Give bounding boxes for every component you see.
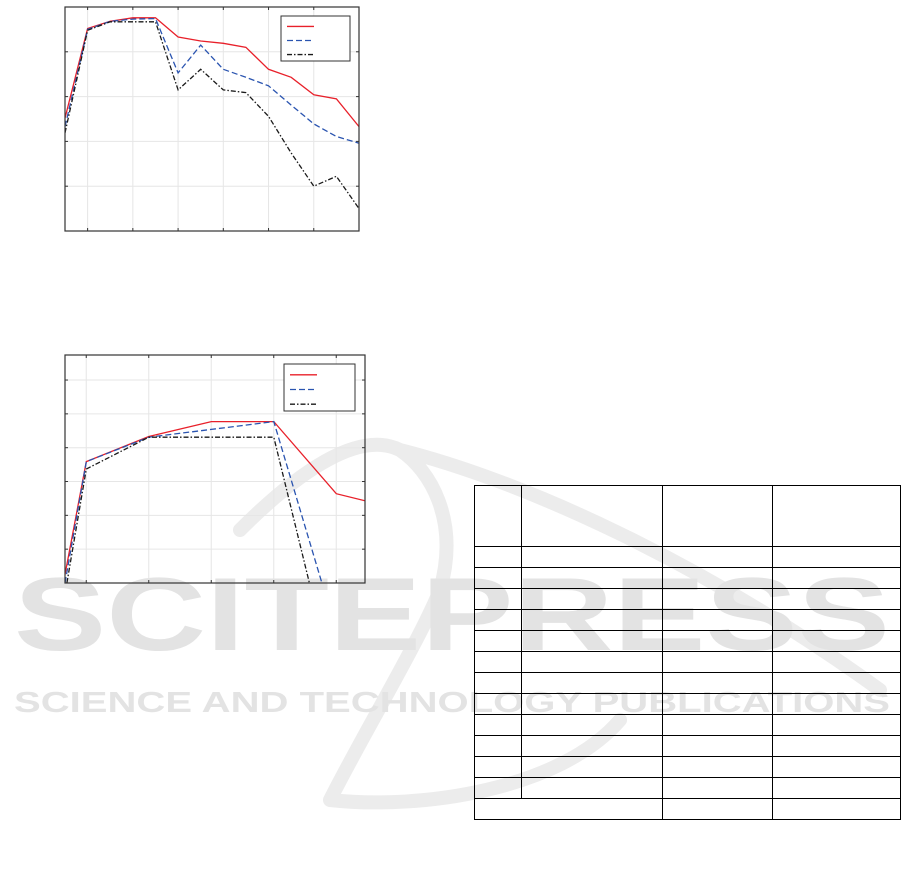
table-row	[474, 567, 901, 589]
table-cell	[474, 609, 522, 631]
table-cell	[662, 672, 773, 694]
series-line-2	[65, 420, 323, 583]
table-cell	[662, 546, 773, 568]
table-cell	[772, 651, 901, 673]
table-cell	[521, 714, 663, 736]
table-cell	[474, 651, 522, 673]
plot-frame	[64, 6, 360, 232]
table-cell	[521, 777, 663, 799]
table-cell	[474, 714, 522, 736]
table-cell	[772, 693, 901, 715]
table-cell	[662, 651, 773, 673]
table-cell	[772, 798, 901, 820]
watermark-swoosh	[233, 437, 887, 810]
table-row	[474, 630, 901, 652]
data-table	[474, 485, 901, 820]
legend-box	[283, 363, 356, 412]
series-line-3	[66, 436, 311, 583]
table-cell	[662, 756, 773, 778]
table-row	[474, 546, 901, 568]
table-cell	[662, 485, 773, 547]
table-row	[474, 735, 901, 757]
table-cell	[662, 798, 773, 820]
table-row	[474, 588, 901, 610]
table-cell	[474, 546, 522, 568]
table-cell	[521, 567, 663, 589]
table-cell	[772, 672, 901, 694]
table-cell	[474, 798, 663, 820]
series-line-2	[65, 17, 359, 144]
series-line-1	[65, 420, 365, 575]
table-cell	[474, 630, 522, 652]
table-cell	[662, 777, 773, 799]
table-cell	[474, 485, 522, 547]
table-cell	[521, 485, 663, 547]
table-cell	[474, 567, 522, 589]
table-cell	[474, 588, 522, 610]
table-row	[474, 756, 901, 778]
table-cell	[662, 630, 773, 652]
table-cell	[662, 714, 773, 736]
table-cell	[662, 567, 773, 589]
table-cell	[521, 756, 663, 778]
legend-box	[280, 15, 351, 62]
table-cell	[521, 609, 663, 631]
table-cell	[521, 630, 663, 652]
table-cell	[772, 756, 901, 778]
table-cell	[772, 485, 901, 547]
table-header-row	[474, 485, 901, 547]
table-cell	[474, 735, 522, 757]
table-row	[474, 609, 901, 631]
table-cell	[772, 630, 901, 652]
table-row	[474, 714, 901, 736]
table-cell	[772, 735, 901, 757]
table-row	[474, 672, 901, 694]
table-cell	[521, 693, 663, 715]
table-row	[474, 693, 901, 715]
table-total-row	[474, 798, 901, 820]
table-cell	[772, 714, 901, 736]
table-cell	[662, 735, 773, 757]
plot-frame	[64, 354, 366, 584]
table-cell	[772, 609, 901, 631]
table-cell	[772, 567, 901, 589]
table-cell	[662, 609, 773, 631]
table-cell	[521, 672, 663, 694]
table-cell	[521, 546, 663, 568]
table-cell	[772, 777, 901, 799]
table-cell	[772, 588, 901, 610]
table-cell	[772, 546, 901, 568]
table-cell	[474, 777, 522, 799]
table-row	[474, 777, 901, 799]
table-cell	[521, 588, 663, 610]
table-cell	[662, 693, 773, 715]
table-cell	[474, 693, 522, 715]
table-cell	[662, 588, 773, 610]
table-cell	[521, 735, 663, 757]
table-row	[474, 651, 901, 673]
table-cell	[521, 651, 663, 673]
table-cell	[474, 672, 522, 694]
table-cell	[474, 756, 522, 778]
